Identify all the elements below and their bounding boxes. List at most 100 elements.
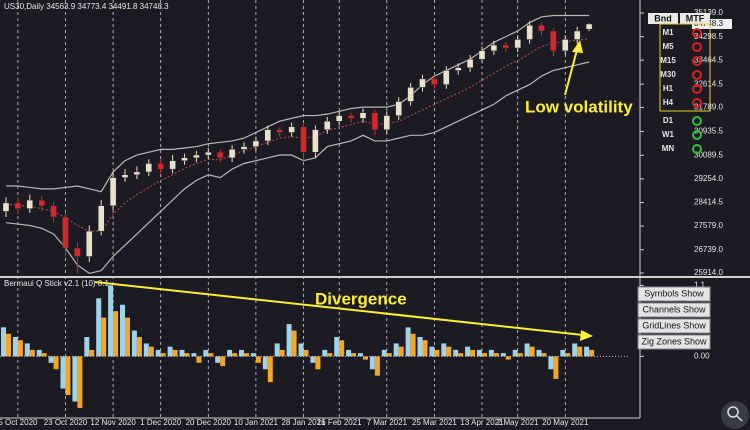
button[interactable] [637, 318, 711, 334]
button-label[interactable]: Channels Show [642, 304, 706, 314]
candle-body [443, 70, 450, 85]
histogram-bar [60, 356, 66, 389]
candle-body [419, 78, 426, 88]
candle-body [50, 205, 57, 218]
x-tick-label: 5 Oct 2020 [0, 418, 38, 427]
candle-body [585, 23, 593, 30]
histogram-bar [136, 337, 142, 357]
candle-body [502, 44, 509, 49]
zoom-icon[interactable] [721, 401, 749, 429]
histogram-bar [17, 340, 23, 357]
status-indicator [692, 144, 702, 154]
histogram-bar [346, 349, 352, 357]
candle-body [395, 101, 402, 116]
candle-body [336, 115, 343, 122]
y-tick-label: 0.00 [694, 351, 710, 360]
histogram-bar [477, 349, 482, 357]
histogram-bar [48, 356, 54, 363]
candle-body [526, 25, 533, 40]
histogram-bar [96, 298, 102, 357]
timeframe-label: H4 [663, 98, 674, 107]
histogram-bar [143, 343, 149, 357]
button[interactable] [637, 302, 711, 318]
histogram-bar [322, 349, 328, 357]
panel-frame [659, 23, 711, 112]
candle-body [300, 126, 307, 153]
zoom-button[interactable] [721, 401, 749, 429]
histogram-bar [577, 346, 583, 357]
histogram-bar [369, 356, 375, 370]
histogram-bar [405, 327, 411, 357]
trend-line [94, 281, 584, 336]
histogram-bar [422, 340, 428, 357]
button[interactable] [637, 286, 711, 302]
histogram-bar [374, 356, 380, 376]
histogram-bar [358, 353, 363, 357]
histogram-bar [584, 346, 590, 357]
histogram-bar [203, 349, 209, 357]
histogram-bar [1, 327, 6, 357]
candle-body [538, 25, 545, 32]
status-indicator [692, 98, 702, 108]
button-label[interactable]: GridLines Show [642, 320, 706, 330]
candle-body [514, 39, 521, 49]
button-label[interactable]: Symbols Show [644, 288, 704, 298]
histogram-bar [560, 349, 566, 357]
histogram-bar [286, 324, 292, 357]
timeframe-label: H1 [663, 84, 674, 93]
candle-body [359, 112, 367, 119]
x-tick-label: 25 Mar 2021 [412, 418, 457, 427]
histogram-bar [488, 349, 494, 357]
histogram-bar [53, 356, 59, 370]
candle-body [14, 202, 22, 209]
status-indicator [692, 42, 702, 52]
y-tick-label: 32614.5 [694, 79, 723, 88]
histogram-bar [125, 317, 130, 357]
x-tick-label: 2 May 2021 [497, 418, 539, 427]
histogram-bar [274, 343, 280, 357]
candle-body [407, 87, 414, 102]
candle-body [276, 129, 283, 133]
histogram-bar [512, 349, 518, 357]
histogram-bar [250, 353, 256, 357]
histogram-bar [327, 353, 333, 357]
histogram-bar [24, 343, 30, 357]
button[interactable] [637, 334, 711, 350]
histogram-bar [303, 349, 309, 357]
x-tick-label: 28 Jan 2021 [281, 418, 326, 427]
histogram-bar [398, 346, 404, 357]
candle-body [562, 39, 569, 51]
button-label[interactable]: Zig Zones Show [641, 336, 707, 346]
histogram-bar [244, 353, 249, 357]
x-tick-label: 20 Dec 2020 [186, 418, 232, 427]
y-tick-label: 1.1 [694, 280, 706, 289]
candle-body [252, 140, 260, 147]
histogram-bar [393, 343, 399, 357]
y-tick-label: 33464.5 [694, 55, 723, 64]
x-tick-label: 10 Jan 2021 [234, 418, 279, 427]
panel-header-label: Bnd [654, 13, 672, 23]
histogram-bar [84, 337, 90, 357]
candle-body [574, 30, 581, 40]
candle-body [264, 129, 271, 142]
candle-body [466, 58, 474, 68]
histogram-bar [446, 346, 452, 357]
histogram-bar [572, 343, 578, 357]
histogram-bar [227, 349, 233, 357]
histogram-bar [220, 356, 226, 367]
histogram-bar [565, 353, 571, 357]
histogram-bar [172, 349, 178, 357]
histogram-bar [29, 349, 35, 357]
histogram-bar [434, 349, 440, 357]
candle-body [38, 199, 45, 206]
annotation: Divergence [315, 289, 407, 308]
candle-body [490, 44, 498, 51]
price-tag [692, 19, 732, 30]
arrowhead [580, 330, 593, 341]
candle-body [2, 202, 10, 212]
histogram-bar [6, 333, 11, 357]
histogram-bar [36, 349, 42, 357]
x-tick-label: 16 Feb 2021 [317, 418, 362, 427]
histogram-bar [262, 356, 268, 370]
